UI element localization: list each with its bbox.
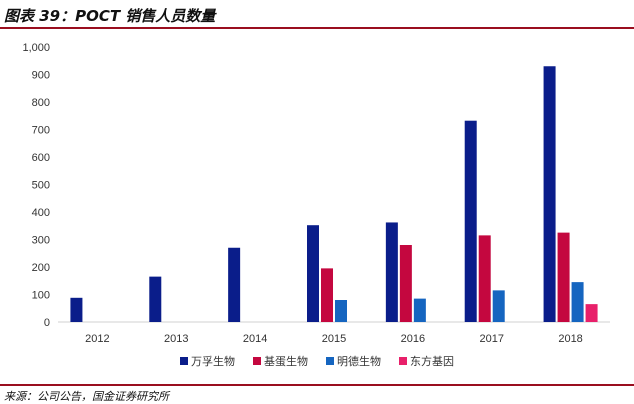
legend-swatch <box>253 357 261 365</box>
bar-3-2018 <box>571 282 584 322</box>
x-axis: 2012 2013 2014 2015 2016 2017 2018 <box>58 321 610 345</box>
x-tick-label: 2015 <box>322 333 346 345</box>
x-tick-label: 2013 <box>164 333 188 345</box>
bar-2-2018 <box>557 232 570 322</box>
legend-label: 基蛋生物 <box>264 354 308 368</box>
bar-2-2016 <box>399 245 412 322</box>
y-tick-label: 100 <box>32 290 50 302</box>
bar-3-2016 <box>413 298 426 322</box>
y-tick-label: 700 <box>32 125 50 137</box>
y-tick-label: 800 <box>32 97 50 109</box>
bar-3-2017 <box>492 290 505 322</box>
y-tick-label: 1,000 <box>22 42 50 54</box>
bar-1-2015 <box>307 225 319 322</box>
legend-swatch <box>180 357 188 365</box>
y-tick-label: 500 <box>32 180 50 192</box>
bar-1-2013 <box>149 276 162 322</box>
bar-4-2018 <box>585 304 598 322</box>
x-tick-label: 2016 <box>401 333 425 345</box>
y-tick-label: 600 <box>32 152 50 164</box>
y-tick-label: 300 <box>32 235 50 247</box>
y-tick-label: 200 <box>32 262 50 274</box>
figure-header: 图表 39：POCT 销售人员数量 <box>0 0 634 29</box>
legend-label: 万孚生物 <box>191 354 235 368</box>
bar-1-2016 <box>385 222 398 322</box>
legend-swatch <box>326 357 334 365</box>
footer-rule <box>0 384 634 386</box>
source-note: 来源：公司公告，国金证券研究所 <box>4 390 169 403</box>
y-tick-label: 0 <box>44 317 50 329</box>
legend-swatch <box>399 357 407 365</box>
bars <box>70 66 598 322</box>
y-tick-label: 400 <box>32 207 50 219</box>
x-tick-label: 2012 <box>85 333 109 345</box>
legend: 万孚生物 基蛋生物 明德生物 东方基因 <box>180 354 454 368</box>
bar-1-2018 <box>543 66 556 322</box>
bar-1-2017 <box>464 120 477 322</box>
x-tick-label: 2018 <box>558 333 582 345</box>
y-axis: 0 100 200 300 400 500 600 700 800 900 1,000 <box>22 42 50 329</box>
legend-label: 东方基因 <box>410 354 454 368</box>
bar-2-2017 <box>478 235 491 322</box>
x-tick-label: 2014 <box>243 333 267 345</box>
bar-2-2015 <box>321 268 333 322</box>
figure-title: 图表 39：POCT 销售人员数量 <box>4 7 216 25</box>
bar-1-2012 <box>70 297 83 322</box>
bar-1-2014 <box>228 247 241 322</box>
bar-3-2015 <box>335 300 347 322</box>
x-tick-label: 2017 <box>479 333 503 345</box>
legend-label: 明德生物 <box>337 354 381 368</box>
y-tick-label: 900 <box>32 70 50 82</box>
